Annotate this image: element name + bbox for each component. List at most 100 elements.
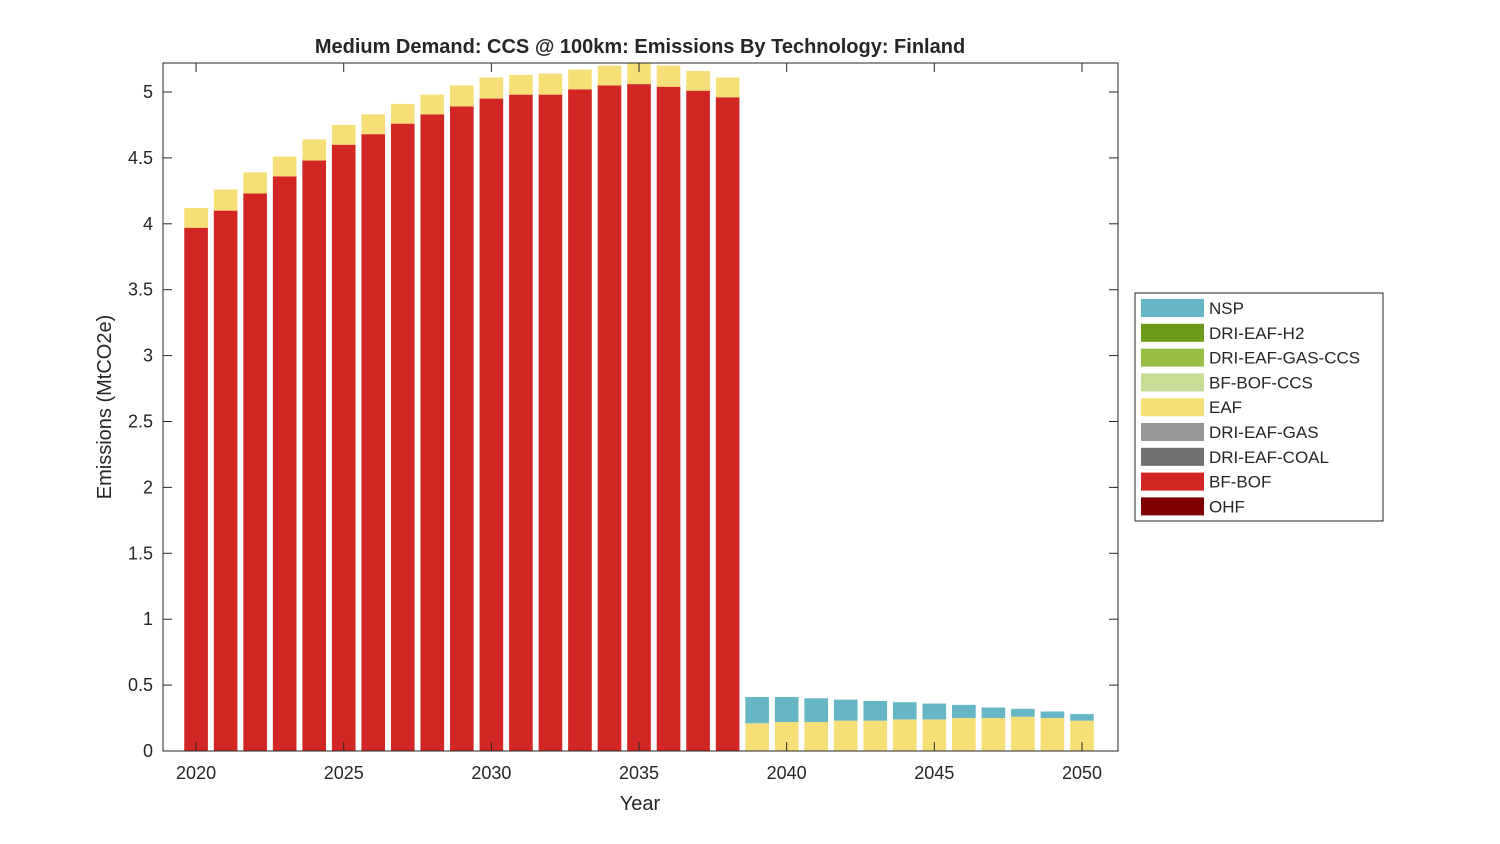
- bar-bf-bof-2029: [450, 106, 474, 751]
- bar-bf-bof-2037: [686, 90, 710, 751]
- bar-eaf-2022: [243, 172, 267, 194]
- bar-bf-bof-2027: [390, 123, 415, 751]
- legend-label-nsp: NSP: [1209, 299, 1244, 318]
- bar-eaf-2030: [479, 77, 504, 99]
- bar-bf-bof-2020: [184, 227, 208, 751]
- bar-eaf-2025: [331, 124, 356, 145]
- bar-eaf-2045: [922, 719, 947, 751]
- legend-label-dri-eaf-coal: DRI-EAF-COAL: [1209, 448, 1329, 467]
- bar-eaf-2042: [833, 720, 858, 751]
- legend-label-dri-eaf-gas-ccs: DRI-EAF-GAS-CCS: [1209, 349, 1360, 368]
- legend-swatch-bf-bof-ccs: [1141, 373, 1204, 392]
- bar-nsp-2049: [1040, 711, 1065, 719]
- bar-eaf-2044: [892, 719, 917, 751]
- legend-swatch-ohf: [1141, 497, 1204, 516]
- bar-bf-bof-2026: [361, 134, 386, 751]
- y-tick-label: 4.5: [128, 148, 153, 168]
- x-tick-label: 2040: [767, 763, 807, 783]
- bar-bf-bof-2036: [656, 86, 681, 751]
- legend-swatch-eaf: [1141, 398, 1204, 417]
- x-tick-label: 2020: [176, 763, 216, 783]
- bar-eaf-2029: [450, 85, 474, 107]
- x-tick-label: 2050: [1062, 763, 1102, 783]
- y-tick-label: 1: [143, 609, 153, 629]
- bar-bf-bof-2022: [243, 193, 267, 751]
- bar-nsp-2039: [745, 696, 769, 724]
- bar-bf-bof-2033: [568, 89, 592, 751]
- bar-eaf-2049: [1040, 718, 1065, 751]
- bar-eaf-2037: [686, 70, 710, 91]
- bar-eaf-2040: [774, 722, 799, 751]
- bar-eaf-2026: [361, 114, 386, 135]
- bar-eaf-2039: [745, 723, 769, 751]
- y-tick-label: 4: [143, 214, 153, 234]
- y-tick-label: 0: [143, 741, 153, 761]
- bar-eaf-2046: [952, 718, 976, 751]
- bar-nsp-2050: [1070, 714, 1094, 721]
- bar-nsp-2046: [952, 704, 976, 719]
- bar-nsp-2042: [833, 699, 858, 721]
- bar-bf-bof-2024: [302, 160, 327, 751]
- bar-bf-bof-2021: [213, 210, 238, 751]
- y-tick-label: 5: [143, 82, 153, 102]
- bars-group: [184, 63, 1094, 751]
- bar-bf-bof-2031: [509, 94, 533, 751]
- bar-bf-bof-2028: [420, 114, 445, 751]
- bar-bf-bof-2034: [597, 85, 622, 751]
- bar-nsp-2040: [774, 696, 799, 723]
- bar-nsp-2041: [804, 698, 829, 723]
- bar-eaf-2048: [1011, 716, 1035, 751]
- bar-bf-bof-2030: [479, 98, 504, 751]
- legend-label-bf-bof: BF-BOF: [1209, 473, 1271, 492]
- bar-bf-bof-2023: [272, 176, 297, 751]
- chart-title: Medium Demand: CCS @ 100km: Emissions By…: [315, 36, 965, 58]
- bar-eaf-2028: [420, 94, 445, 115]
- bar-eaf-2027: [390, 103, 415, 124]
- legend-label-dri-eaf-gas: DRI-EAF-GAS: [1209, 423, 1319, 442]
- bar-eaf-2032: [538, 73, 563, 95]
- bar-nsp-2043: [863, 700, 888, 721]
- legend-label-eaf: EAF: [1209, 398, 1242, 417]
- bar-eaf-2043: [863, 720, 888, 751]
- bar-nsp-2044: [892, 702, 917, 720]
- ticks-group: 2020 2025 2030 2035 2040 2045 2050 0 0.5 1 1.5 2 2.5…: [128, 63, 1118, 783]
- plot-axes-box: [162, 62, 1119, 752]
- legend-swatch-dri-eaf-gas-ccs: [1141, 348, 1204, 367]
- legend-swatch-dri-eaf-h2: [1141, 323, 1204, 342]
- bar-nsp-2045: [922, 703, 947, 720]
- bar-nsp-2047: [981, 707, 1006, 719]
- legend-swatch-dri-eaf-gas: [1141, 423, 1204, 441]
- x-tick-label: 2025: [324, 763, 364, 783]
- legend-swatch-nsp: [1141, 299, 1204, 317]
- bar-eaf-2031: [509, 74, 533, 95]
- legend-label-ohf: OHF: [1209, 497, 1245, 516]
- x-tick-label: 2035: [619, 763, 659, 783]
- legend: NSP DRI-EAF-H2 DRI-EAF-GAS-CCS BF-BOF-CCS EA…: [1134, 292, 1384, 522]
- bar-eaf-2021: [213, 189, 238, 211]
- y-tick-label: 0.5: [128, 675, 153, 695]
- x-tick-label: 2030: [471, 763, 511, 783]
- bar-eaf-2035: [627, 63, 651, 85]
- bar-eaf-2034: [597, 65, 622, 86]
- bar-eaf-2041: [804, 722, 829, 751]
- bar-eaf-2033: [568, 69, 592, 90]
- y-axis-label: Emissions (MtCO2e): [94, 315, 116, 499]
- y-tick-label: 2: [143, 477, 153, 497]
- legend-label-bf-bof-ccs: BF-BOF-CCS: [1209, 373, 1313, 392]
- bar-bf-bof-2038: [715, 97, 740, 751]
- bar-bf-bof-2032: [538, 94, 563, 751]
- bar-nsp-2048: [1011, 708, 1035, 717]
- bar-eaf-2023: [272, 156, 297, 177]
- bar-eaf-2024: [302, 139, 327, 161]
- bar-bf-bof-2025: [331, 144, 356, 751]
- bar-eaf-2047: [981, 718, 1006, 751]
- y-tick-label: 3: [143, 346, 153, 366]
- y-tick-label: 2.5: [128, 411, 153, 431]
- x-axis-label: Year: [620, 793, 661, 815]
- bar-bf-bof-2035: [627, 84, 651, 751]
- legend-swatch-dri-eaf-coal: [1141, 447, 1204, 466]
- legend-label-dri-eaf-h2: DRI-EAF-H2: [1209, 324, 1304, 343]
- y-tick-label: 1.5: [128, 543, 153, 563]
- x-tick-label: 2045: [914, 763, 954, 783]
